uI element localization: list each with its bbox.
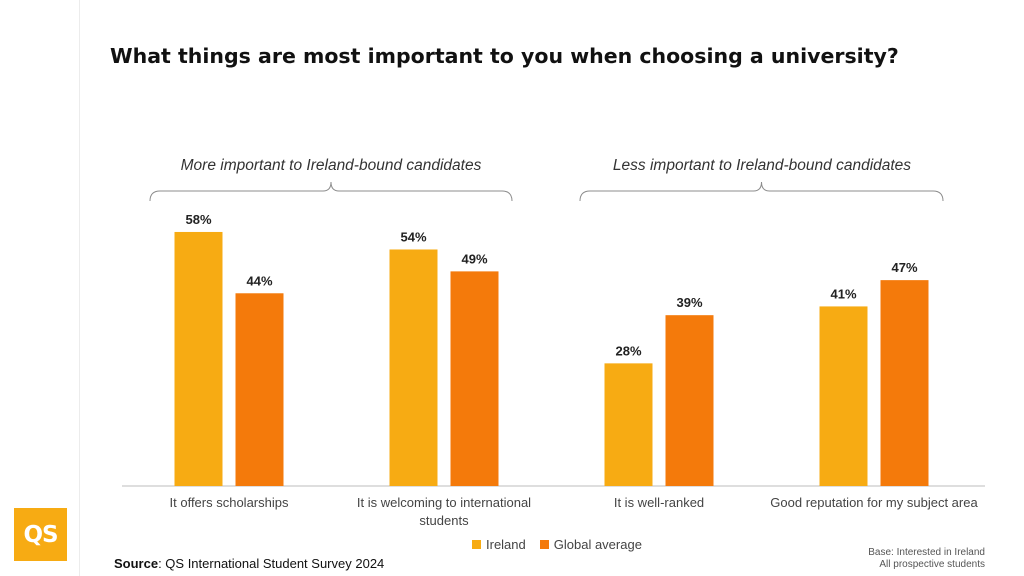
left-divider xyxy=(79,0,80,576)
legend-label-global: Global average xyxy=(553,537,642,552)
bar-global-2 xyxy=(450,271,499,486)
legend-swatch-ireland xyxy=(472,540,481,549)
group-label-less-important: Less important to Ireland-bound candidat… xyxy=(612,157,912,174)
chart-title: What things are most important to you wh… xyxy=(110,44,899,68)
category-label-4: Good reputation for my subject area xyxy=(770,495,978,510)
value-label-global-3: 39% xyxy=(676,295,702,310)
qs-logo: QS xyxy=(14,508,67,561)
base-note-line-1: Base: Interested in Ireland xyxy=(868,547,985,558)
value-label-ireland-1: 58% xyxy=(185,212,211,227)
legend-swatch-global xyxy=(539,540,549,549)
chart-legend: Ireland Global average xyxy=(472,537,656,552)
legend-item-global: Global average xyxy=(539,537,642,552)
bar-global-1 xyxy=(235,293,284,486)
bar-ireland-4 xyxy=(819,306,868,486)
category-label-1: It offers scholarships xyxy=(170,495,289,510)
category-label-2-line-1: It is welcoming to international xyxy=(357,495,531,510)
value-label-ireland-2: 54% xyxy=(400,229,426,244)
base-note-line-2: All prospective students xyxy=(879,559,985,570)
bar-global-4 xyxy=(880,280,929,486)
bar-ireland-1 xyxy=(174,231,223,486)
source-text: : QS International Student Survey 2024 xyxy=(158,556,385,571)
group-bracket-more-important xyxy=(149,181,513,202)
source-note: Source: QS International Student Survey … xyxy=(114,556,384,571)
category-label-3: It is well-ranked xyxy=(614,495,704,510)
bar-ireland-3 xyxy=(604,363,653,486)
legend-label-ireland: Ireland xyxy=(486,537,526,552)
value-label-ireland-3: 28% xyxy=(615,343,641,358)
value-label-global-4: 47% xyxy=(891,260,917,275)
value-label-ireland-4: 41% xyxy=(830,286,856,301)
bar-ireland-2 xyxy=(389,249,438,486)
value-label-global-1: 44% xyxy=(246,273,272,288)
group-bracket-less-important xyxy=(579,181,944,202)
bar-global-3 xyxy=(665,315,714,486)
value-label-global-2: 49% xyxy=(461,251,487,266)
source-label: Source xyxy=(114,556,159,571)
qs-logo-text: QS xyxy=(23,521,58,548)
category-label-2-line-2: students xyxy=(419,513,469,528)
group-label-more-important: More important to Ireland-bound candidat… xyxy=(180,157,482,174)
base-note: Base: Interested in Ireland All prospect… xyxy=(868,547,985,571)
legend-item-ireland: Ireland xyxy=(472,537,526,552)
